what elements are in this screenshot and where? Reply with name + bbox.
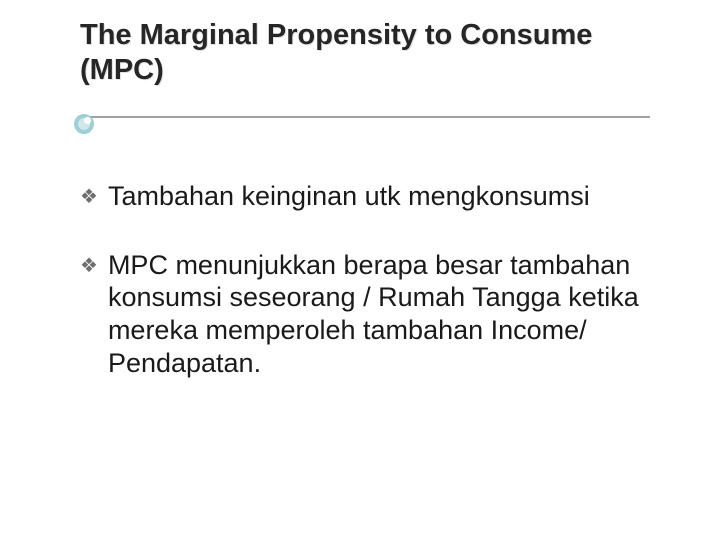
bullet-text: Tambahan keinginan utk mengkonsumsi	[108, 180, 590, 213]
list-item: ❖ Tambahan keinginan utk mengkonsumsi	[80, 180, 650, 213]
corner-ring-icon	[74, 114, 94, 134]
title-underline	[80, 116, 650, 118]
content-area: ❖ Tambahan keinginan utk mengkonsumsi ❖ …	[80, 180, 650, 381]
list-item: ❖ MPC menunjukkan berapa besar tambahan …	[80, 249, 650, 381]
slide-title: The Marginal Propensity to Consume (MPC)	[80, 18, 650, 88]
diamond-bullet-icon: ❖	[80, 253, 98, 278]
bullet-text: MPC menunjukkan berapa besar tambahan ko…	[108, 249, 650, 381]
diamond-bullet-icon: ❖	[80, 184, 98, 209]
slide: The Marginal Propensity to Consume (MPC)…	[0, 0, 720, 540]
